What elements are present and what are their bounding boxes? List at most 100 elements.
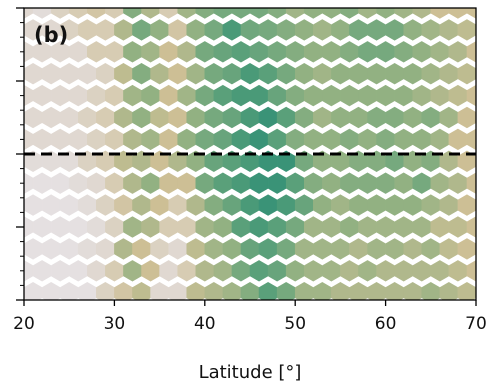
hex-bin xyxy=(457,106,476,129)
hex-bin xyxy=(258,62,278,85)
hex-bin xyxy=(439,238,459,260)
hex-bin xyxy=(77,106,97,129)
hex-bin xyxy=(105,8,124,19)
hex-bin xyxy=(412,172,432,194)
x-tick-label: 40 xyxy=(194,314,216,334)
hex-bin xyxy=(358,260,377,282)
hex-bin xyxy=(87,41,106,63)
panel-label: (b) xyxy=(34,23,68,47)
hex-bin xyxy=(340,8,359,19)
hex-bin xyxy=(213,41,233,63)
hex-bin xyxy=(376,172,395,194)
hex-bin xyxy=(322,8,341,19)
hex-bin xyxy=(213,216,233,238)
hex-bin xyxy=(114,106,133,129)
hex-bin xyxy=(367,106,386,129)
hex-bin xyxy=(168,62,187,85)
hex-bin xyxy=(430,128,450,151)
hex-bin xyxy=(448,8,468,19)
hex-bin xyxy=(141,8,160,19)
hex-bin xyxy=(68,172,88,194)
hex-bin xyxy=(466,41,476,63)
hex-bin xyxy=(394,84,413,107)
hex-bin xyxy=(41,106,61,129)
hex-bin xyxy=(249,128,269,151)
hex-bin xyxy=(457,194,476,216)
hex-bin xyxy=(376,8,395,19)
hex-bin xyxy=(231,172,251,194)
hex-bin xyxy=(96,238,115,260)
hex-bin xyxy=(132,106,151,129)
hex-bin xyxy=(421,238,441,260)
hex-bin xyxy=(186,19,206,41)
hex-bin xyxy=(258,194,278,216)
hex-bin xyxy=(150,19,169,41)
hex-bin xyxy=(114,194,133,216)
hex-bin xyxy=(331,106,350,129)
hex-bin xyxy=(96,62,115,85)
y-axis-ticks xyxy=(16,7,24,301)
hex-bin xyxy=(123,260,142,282)
hex-bin xyxy=(367,194,386,216)
hex-bin xyxy=(159,216,178,238)
hex-bin xyxy=(77,62,97,85)
hex-bin xyxy=(331,62,350,85)
hex-bin xyxy=(186,238,206,260)
hex-bin xyxy=(340,41,359,63)
hex-bin xyxy=(231,84,251,107)
hex-bin xyxy=(222,238,242,260)
hex-bin xyxy=(123,84,142,107)
hex-bin xyxy=(349,19,368,41)
hex-bin xyxy=(195,8,215,19)
hex-bin xyxy=(367,62,386,85)
hex-bin xyxy=(267,41,287,63)
hex-bin xyxy=(24,62,43,85)
hex-bin xyxy=(285,128,305,151)
hex-bin xyxy=(358,84,377,107)
hex-bin xyxy=(87,8,106,19)
hex-bin xyxy=(331,238,350,260)
hex-bin xyxy=(186,194,206,216)
hex-bin xyxy=(68,128,88,151)
hex-bin xyxy=(249,260,269,282)
hex-bin xyxy=(222,62,242,85)
hex-bin xyxy=(204,19,224,41)
hex-bin xyxy=(150,194,169,216)
hex-bin xyxy=(466,172,476,194)
hex-bin xyxy=(313,238,332,260)
hex-bin xyxy=(213,260,233,282)
hex-bin xyxy=(340,216,359,238)
hex-bin xyxy=(77,238,97,260)
hex-bin xyxy=(457,281,476,300)
hex-bin xyxy=(32,172,52,194)
hex-bin xyxy=(430,8,450,19)
hex-bin xyxy=(303,260,323,282)
hex-bin xyxy=(303,216,323,238)
hex-bin xyxy=(412,216,432,238)
hex-bin xyxy=(294,194,314,216)
hex-bin xyxy=(394,41,413,63)
hex-bin xyxy=(195,260,215,282)
hex-bin xyxy=(24,238,43,260)
hex-bin xyxy=(376,41,395,63)
hex-bin xyxy=(204,238,224,260)
hex-bin xyxy=(240,62,260,85)
hex-bin xyxy=(349,62,368,85)
hex-bin xyxy=(285,84,305,107)
hex-bin xyxy=(150,238,169,260)
hex-bin xyxy=(466,128,476,151)
hex-bin xyxy=(349,238,368,260)
hex-bin xyxy=(358,128,377,151)
hex-bin xyxy=(249,216,269,238)
hex-bin xyxy=(276,194,296,216)
hex-bin xyxy=(132,62,151,85)
hex-bin xyxy=(258,238,278,260)
hex-bin xyxy=(87,172,106,194)
hex-bin xyxy=(141,41,160,63)
hex-bin xyxy=(403,19,423,41)
hex-bin xyxy=(50,128,70,151)
hex-bin xyxy=(294,238,314,260)
hex-bin xyxy=(195,128,215,151)
hex-bin xyxy=(457,19,476,41)
hex-bin xyxy=(141,216,160,238)
